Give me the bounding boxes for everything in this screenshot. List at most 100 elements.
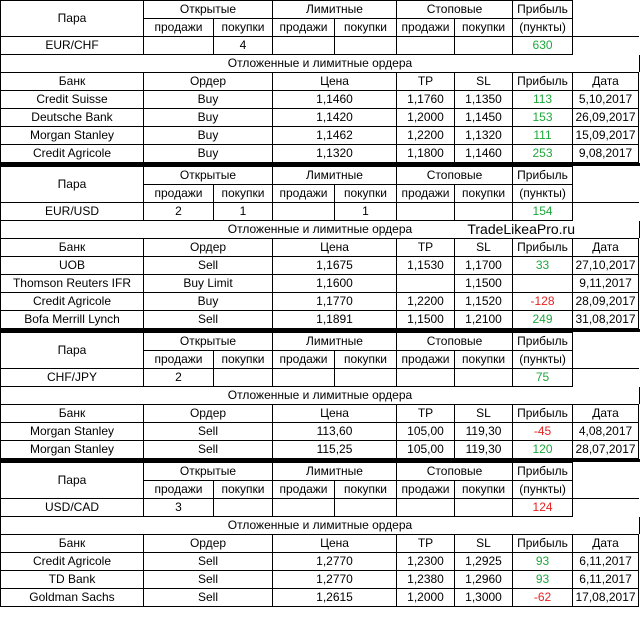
summary-header-row: Пара Открытые Лимитные Стоповые Прибыль [0,166,639,203]
open-sell-value: 2 [143,368,214,387]
profit-header: Прибыль [512,534,574,553]
order-date: 31,08,2017 [572,310,640,329]
orders-table: Банк Ордер Цена TP SL Прибыль Дата Morga… [0,404,640,459]
take-profit: 105,00 [396,422,456,441]
order-header: Ордер [143,238,273,257]
bank-name: Morgan Stanley [0,440,144,459]
order-profit: -128 [512,292,574,311]
open-header: Открытые [143,0,273,19]
caption-text: Отложенные и лимитные ордера [227,518,413,532]
order-price: 115,25 [271,440,398,459]
take-profit: 1,2000 [396,588,456,607]
limit-buys-header: покупки [333,480,398,499]
limit-sells-header: продажи [272,18,335,37]
take-profit: 1,1530 [396,256,456,275]
summary-table: Пара Открытые Лимитные Стоповые Прибыль … [0,332,639,387]
open-sells-header: продажи [143,350,214,369]
order-price: 1,1675 [271,256,398,275]
stop-sell-value [396,498,456,517]
open-sells-header: продажи [143,184,214,203]
bank-name: Thomson Reuters IFR [0,274,144,293]
summary-values-row: EUR/USD 2 1 1 154 [0,202,639,221]
take-profit: 1,1500 [396,310,456,329]
orders-header-row: Банк Ордер Цена TP SL Прибыль Дата [0,534,640,553]
limit-buy-value [333,368,398,387]
orders-spreadsheet: Пара Открытые Лимитные Стоповые Прибыль … [0,0,640,607]
summary-values-row: USD/CAD 3 124 [0,498,639,517]
pair-section-2: Пара Открытые Лимитные Стоповые Прибыль … [0,329,640,459]
order-type: Buy [143,144,273,163]
order-type: Buy [143,292,273,311]
stop-loss: 1,1460 [454,144,514,163]
take-profit: 105,00 [396,440,456,459]
order-type: Sell [143,310,273,329]
take-profit: 1,2000 [396,108,456,127]
bank-name: Credit Agricole [0,552,144,571]
order-header: Ордер [143,534,273,553]
total-profit: 630 [512,36,574,55]
empty-cell [572,202,639,221]
limit-sells-header: продажи [272,184,335,203]
order-profit: 111 [512,126,574,145]
empty-cell [572,368,639,387]
deferred-orders-caption: Отложенные и лимитные ордера [0,55,640,72]
order-date: 28,09,2017 [572,292,640,311]
open-sells-header: продажи [143,18,214,37]
orders-header-row: Банк Ордер Цена TP SL Прибыль Дата [0,404,640,423]
order-row: TD Bank Sell 1,2770 1,2380 1,2960 93 6,1… [0,570,640,589]
orders-table: Банк Ордер Цена TP SL Прибыль Дата Credi… [0,72,640,163]
open-buys-header: покупки [213,184,273,203]
open-buys-header: покупки [213,18,273,37]
stop-sells-header: продажи [396,184,456,203]
limit-sell-value [272,202,335,221]
order-profit [512,274,574,293]
limit-sells-header: продажи [272,350,335,369]
summary-values-row: CHF/JPY 2 75 [0,368,639,387]
date-header: Дата [572,534,640,553]
order-profit: -45 [512,422,574,441]
open-buys-header: покупки [213,350,273,369]
order-profit: 33 [512,256,574,275]
stop-loss: 1,1700 [454,256,514,275]
pair-header: Пара [0,462,144,499]
order-date: 9,08,2017 [572,144,640,163]
limit-header: Лимитные [271,0,398,19]
stop-buy-value [454,202,514,221]
bank-name: Bofa Merrill Lynch [0,310,144,329]
stop-header: Стоповые [396,0,514,19]
bank-header: Банк [0,238,144,257]
order-price: 1,1320 [271,144,398,163]
price-header: Цена [271,72,398,91]
tp-header: TP [396,72,456,91]
open-buys-header: покупки [213,480,273,499]
total-profit: 154 [512,202,574,221]
order-type: Buy [143,90,273,109]
caption-text: Отложенные и лимитные ордера [227,222,413,236]
stop-sells-header: продажи [396,18,456,37]
take-profit: 1,2380 [396,570,456,589]
bank-header: Банк [0,534,144,553]
pair-name: CHF/JPY [0,368,144,387]
open-header: Открытые [143,462,273,481]
empty-cell [572,166,639,203]
limit-buy-value: 1 [333,202,398,221]
summary-header-row: Пара Открытые Лимитные Стоповые Прибыль [0,332,639,369]
profit-points-header: (пункты) [512,184,574,203]
stop-header: Стоповые [396,166,514,185]
limit-sell-value [272,36,335,55]
order-type: Buy Limit [143,274,273,293]
stop-buys-header: покупки [454,350,514,369]
date-header: Дата [572,404,640,423]
take-profit: 1,1760 [396,90,456,109]
deferred-orders-caption: Отложенные и лимитные ордера TradeLikeaP… [0,221,640,238]
summary-values-row: EUR/CHF 4 630 [0,36,639,55]
profit-header: Прибыль [512,332,574,351]
total-profit: 124 [512,498,574,517]
stop-loss: 1,3000 [454,588,514,607]
order-row: Credit Agricole Sell 1,2770 1,2300 1,292… [0,552,640,571]
order-type: Sell [143,440,273,459]
pair-header: Пара [0,332,144,369]
open-sell-value: 3 [143,498,214,517]
stop-buys-header: покупки [454,184,514,203]
limit-sell-value [272,498,335,517]
